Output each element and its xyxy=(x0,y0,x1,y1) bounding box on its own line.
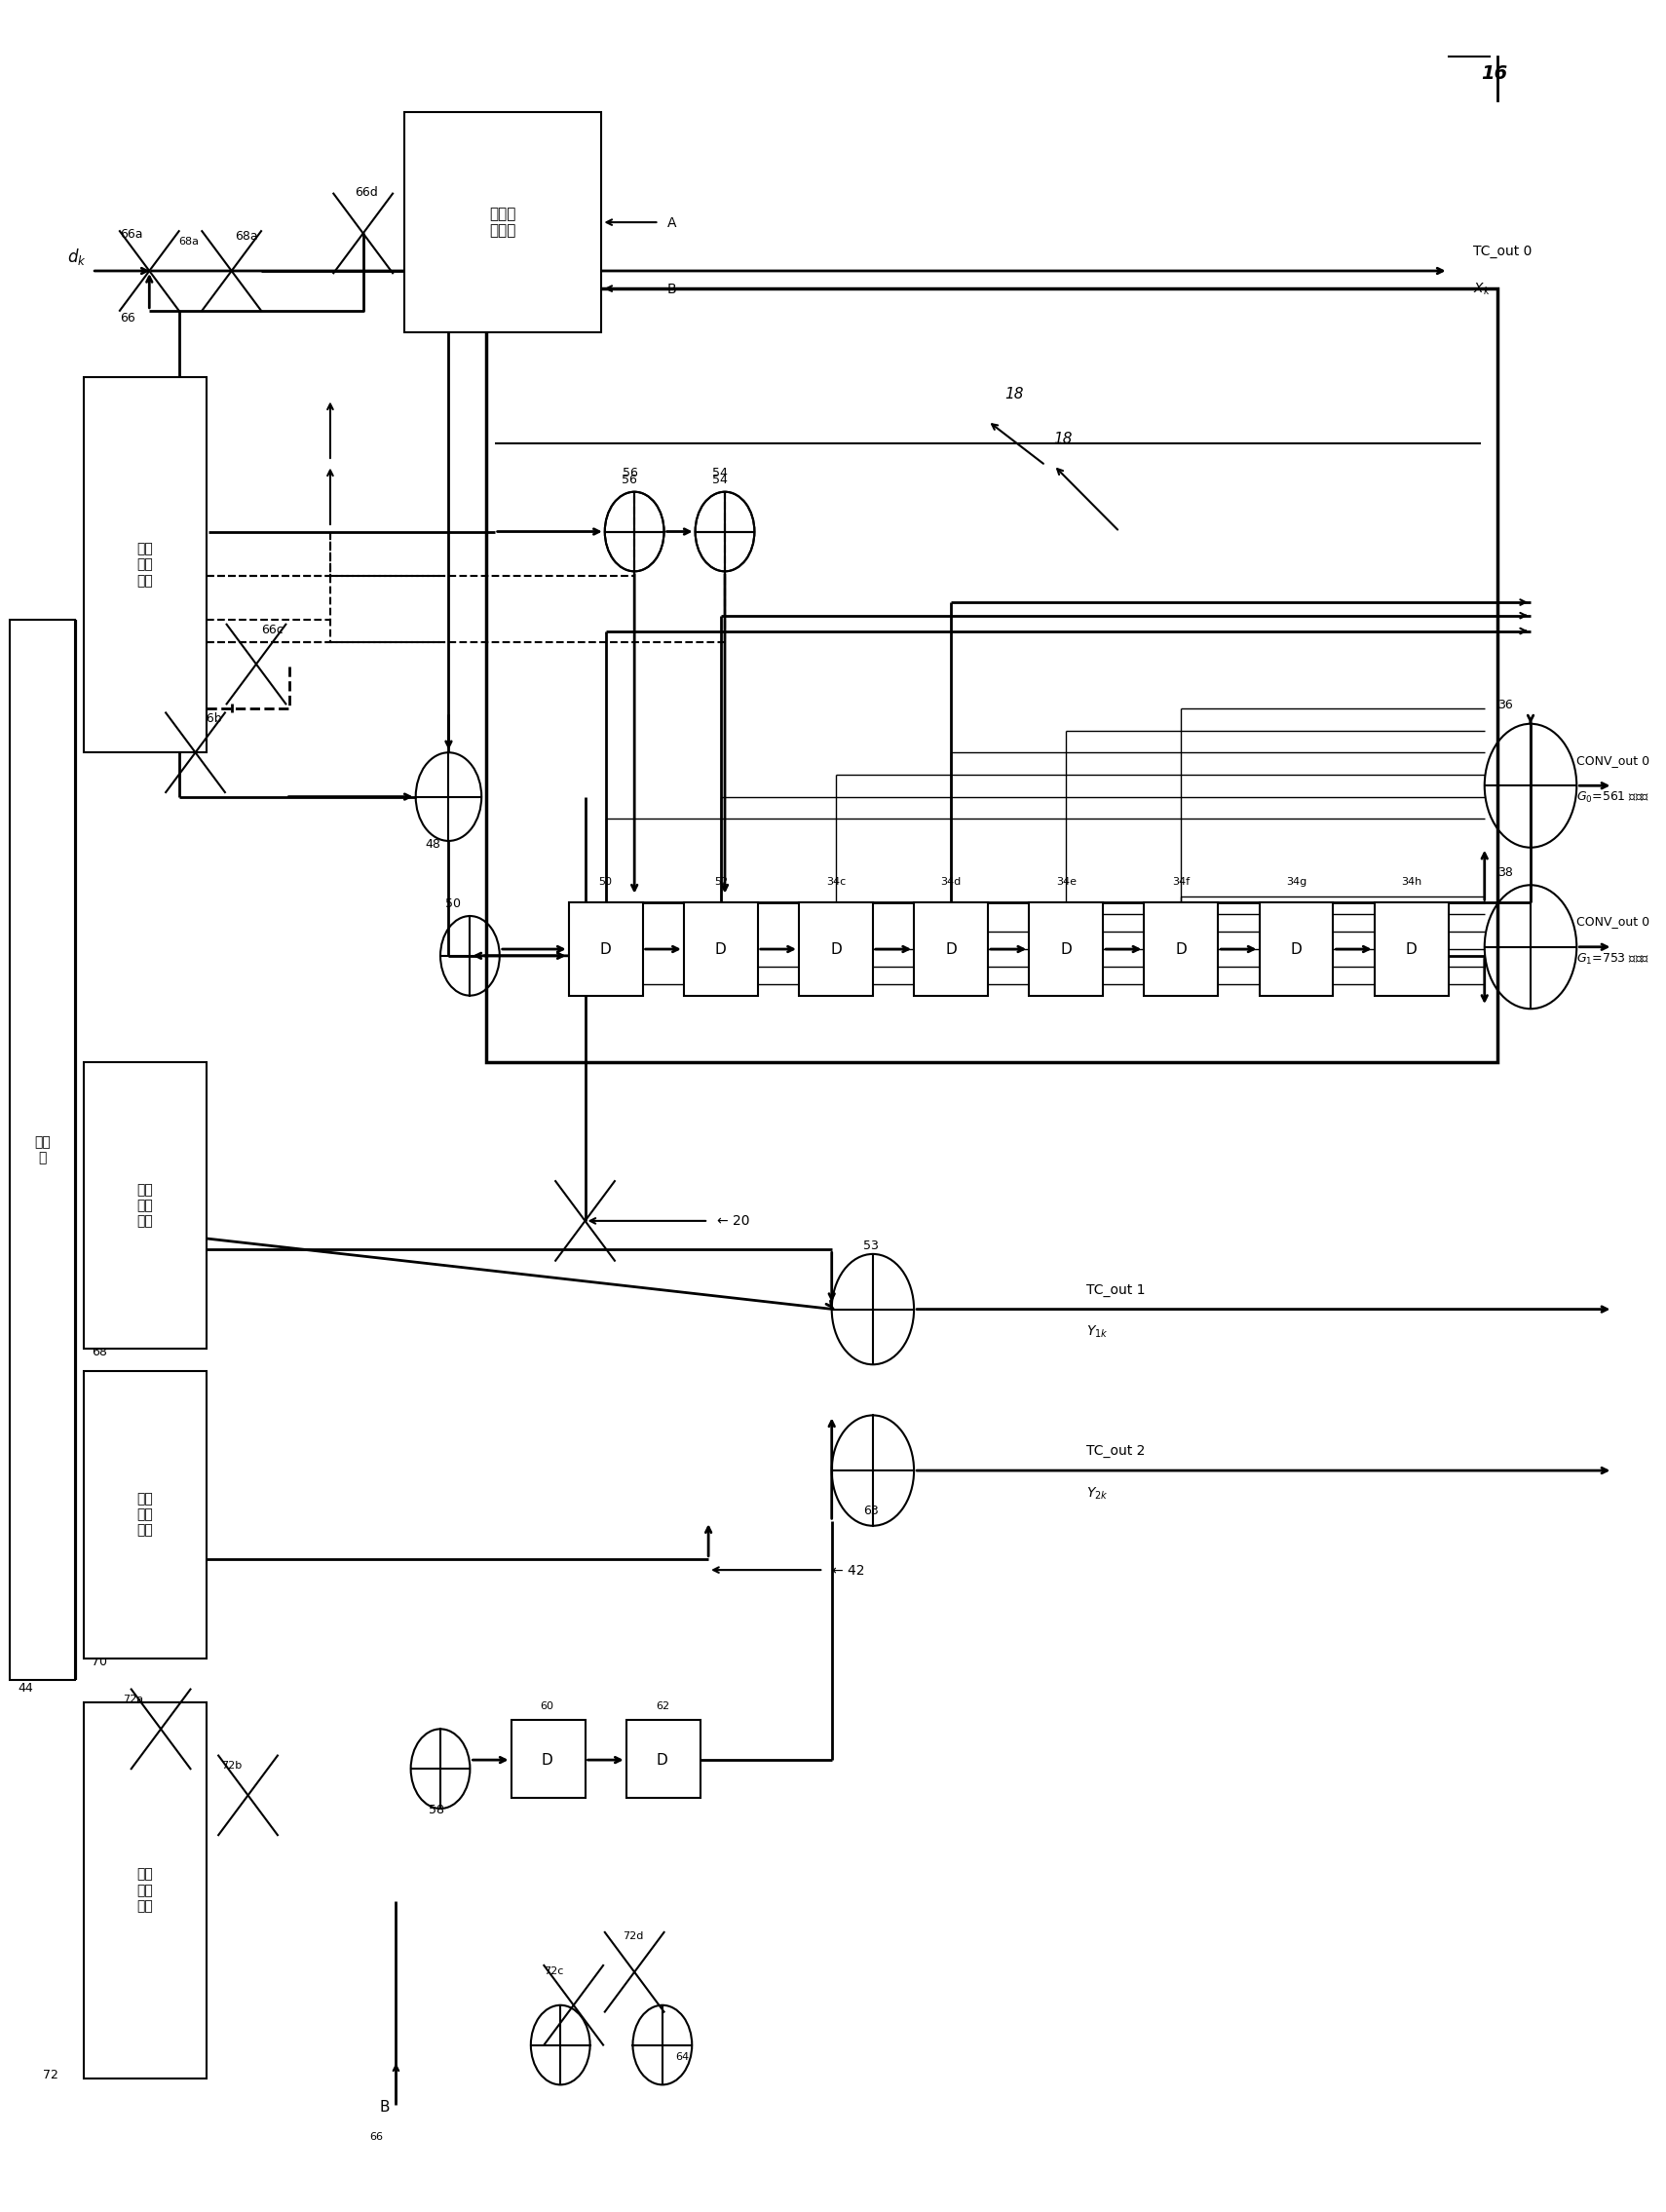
Bar xyxy=(1030,902,1103,995)
Text: 48: 48 xyxy=(425,838,441,849)
Text: $G_0$=561 八进制: $G_0$=561 八进制 xyxy=(1576,790,1649,805)
Text: TC_out 1: TC_out 1 xyxy=(1086,1283,1146,1296)
Text: TC_out 2: TC_out 2 xyxy=(1086,1444,1146,1458)
Text: CONV_out 0: CONV_out 0 xyxy=(1576,754,1649,768)
Text: 66b: 66b xyxy=(198,712,222,726)
Text: 46: 46 xyxy=(413,312,428,325)
Text: 66d: 66d xyxy=(355,186,378,199)
Text: 70: 70 xyxy=(92,1655,107,1668)
Text: 34f: 34f xyxy=(1173,878,1190,887)
Text: 53: 53 xyxy=(863,1241,878,1252)
Text: D: D xyxy=(1060,942,1071,956)
Text: B: B xyxy=(668,283,676,296)
Text: 72: 72 xyxy=(42,2068,58,2081)
Text: 68: 68 xyxy=(92,1345,107,1358)
Text: 54: 54 xyxy=(711,473,726,487)
Text: 16: 16 xyxy=(1481,64,1508,82)
Text: $Y_{1k}$: $Y_{1k}$ xyxy=(1086,1325,1108,1340)
Bar xyxy=(1145,902,1218,995)
Text: D: D xyxy=(1291,942,1303,956)
Text: ← 42: ← 42 xyxy=(831,1564,865,1577)
Text: B: B xyxy=(380,2099,390,2115)
Text: $Y_{2k}$: $Y_{2k}$ xyxy=(1086,1484,1108,1502)
Bar xyxy=(568,902,643,995)
Text: 36: 36 xyxy=(1498,699,1513,712)
Text: 34e: 34e xyxy=(1056,878,1076,887)
Bar xyxy=(626,1721,700,1798)
Bar xyxy=(83,1371,207,1659)
Text: D: D xyxy=(656,1752,668,1767)
Text: 68a: 68a xyxy=(178,237,200,246)
Text: 34c: 34c xyxy=(826,878,846,887)
Text: D: D xyxy=(600,942,611,956)
Bar xyxy=(83,1062,207,1349)
Text: 62: 62 xyxy=(655,1701,670,1712)
Text: 60: 60 xyxy=(540,1701,555,1712)
Text: 68a: 68a xyxy=(235,230,258,243)
Bar xyxy=(83,376,207,752)
Bar xyxy=(511,1721,585,1798)
Text: D: D xyxy=(1176,942,1186,956)
Bar xyxy=(683,902,758,995)
Text: 56: 56 xyxy=(621,473,636,487)
Bar xyxy=(405,113,601,332)
Text: D: D xyxy=(541,1752,553,1767)
Text: D: D xyxy=(830,942,841,956)
Text: 72a: 72a xyxy=(123,1694,143,1705)
Text: 66: 66 xyxy=(370,2132,383,2141)
Text: 50: 50 xyxy=(598,878,613,887)
Text: 64: 64 xyxy=(675,2053,690,2062)
Text: 切换
器控
制器: 切换 器控 制器 xyxy=(137,542,153,588)
Text: $X_k$: $X_k$ xyxy=(1473,281,1491,296)
Text: 72d: 72d xyxy=(623,1931,643,1940)
Bar xyxy=(10,619,75,1681)
Text: 50: 50 xyxy=(445,898,461,909)
Text: D: D xyxy=(715,942,726,956)
Text: 66: 66 xyxy=(120,312,135,325)
Bar xyxy=(800,902,873,995)
Text: $d_k$: $d_k$ xyxy=(67,246,87,268)
Bar xyxy=(83,1703,207,2077)
Text: $G_1$=753 八进制: $G_1$=753 八进制 xyxy=(1576,951,1649,967)
Text: 18: 18 xyxy=(1005,387,1023,403)
Text: 66c: 66c xyxy=(262,624,283,637)
Text: ← 20: ← 20 xyxy=(716,1214,750,1228)
Text: CONV_out 0: CONV_out 0 xyxy=(1576,916,1649,927)
Bar xyxy=(1259,902,1333,995)
Text: 44: 44 xyxy=(18,1681,33,1694)
Text: 38: 38 xyxy=(1498,867,1513,878)
Text: D: D xyxy=(945,942,956,956)
Text: 56: 56 xyxy=(623,467,638,480)
Text: 切换
器控
制器: 切换 器控 制器 xyxy=(137,1867,153,1913)
Text: 18: 18 xyxy=(1053,431,1073,447)
Text: D: D xyxy=(1406,942,1418,956)
Text: 66a: 66a xyxy=(120,228,143,241)
Text: 63: 63 xyxy=(863,1504,878,1517)
Bar xyxy=(1374,902,1448,995)
Text: 34g: 34g xyxy=(1286,878,1306,887)
Text: 52: 52 xyxy=(713,878,728,887)
Text: 交织
器: 交织 器 xyxy=(35,1135,50,1166)
Text: 尾比特
产生器: 尾比特 产生器 xyxy=(490,206,516,239)
Text: 切换
器控
制器: 切换 器控 制器 xyxy=(137,1493,153,1537)
Text: 72c: 72c xyxy=(545,1966,563,1975)
Bar xyxy=(486,288,1498,1062)
Text: 54: 54 xyxy=(711,467,726,480)
Text: 58: 58 xyxy=(428,1803,445,1816)
Text: 34d: 34d xyxy=(941,878,961,887)
Text: TC_out 0: TC_out 0 xyxy=(1473,246,1531,259)
Text: 72b: 72b xyxy=(222,1761,242,1772)
Bar xyxy=(915,902,988,995)
Text: 34h: 34h xyxy=(1401,878,1421,887)
Text: 切换
器控
制器: 切换 器控 制器 xyxy=(137,1183,153,1228)
Text: A: A xyxy=(668,217,676,230)
